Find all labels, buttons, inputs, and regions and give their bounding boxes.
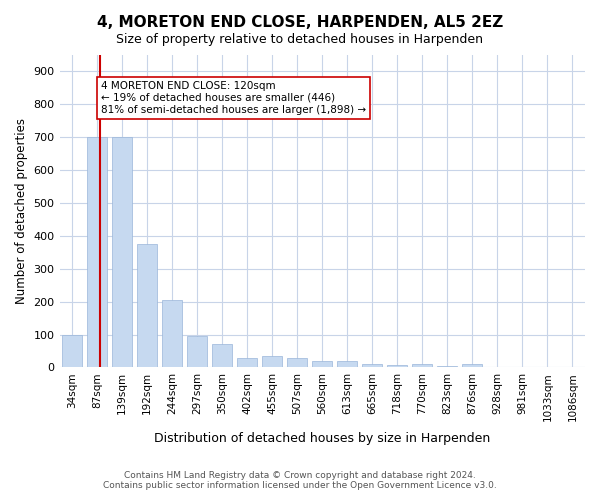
Text: Size of property relative to detached houses in Harpenden: Size of property relative to detached ho… <box>116 32 484 46</box>
Bar <box>212 344 232 368</box>
Bar <box>463 364 482 368</box>
Bar <box>262 356 282 368</box>
Bar <box>62 334 82 368</box>
Bar <box>312 361 332 368</box>
Text: 4, MORETON END CLOSE, HARPENDEN, AL5 2EZ: 4, MORETON END CLOSE, HARPENDEN, AL5 2EZ <box>97 15 503 30</box>
Bar <box>112 137 132 368</box>
Bar <box>287 358 307 368</box>
Bar <box>187 336 207 368</box>
Bar <box>437 366 457 368</box>
Bar <box>337 361 358 368</box>
Text: 4 MORETON END CLOSE: 120sqm
← 19% of detached houses are smaller (446)
81% of se: 4 MORETON END CLOSE: 120sqm ← 19% of det… <box>101 82 366 114</box>
Text: Contains HM Land Registry data © Crown copyright and database right 2024.
Contai: Contains HM Land Registry data © Crown c… <box>103 470 497 490</box>
Bar <box>412 364 433 368</box>
Bar <box>362 364 382 368</box>
Bar <box>162 300 182 368</box>
Y-axis label: Number of detached properties: Number of detached properties <box>15 118 28 304</box>
Bar <box>87 137 107 368</box>
X-axis label: Distribution of detached houses by size in Harpenden: Distribution of detached houses by size … <box>154 432 490 445</box>
Bar <box>137 244 157 368</box>
Bar <box>237 358 257 368</box>
Bar <box>388 365 407 368</box>
